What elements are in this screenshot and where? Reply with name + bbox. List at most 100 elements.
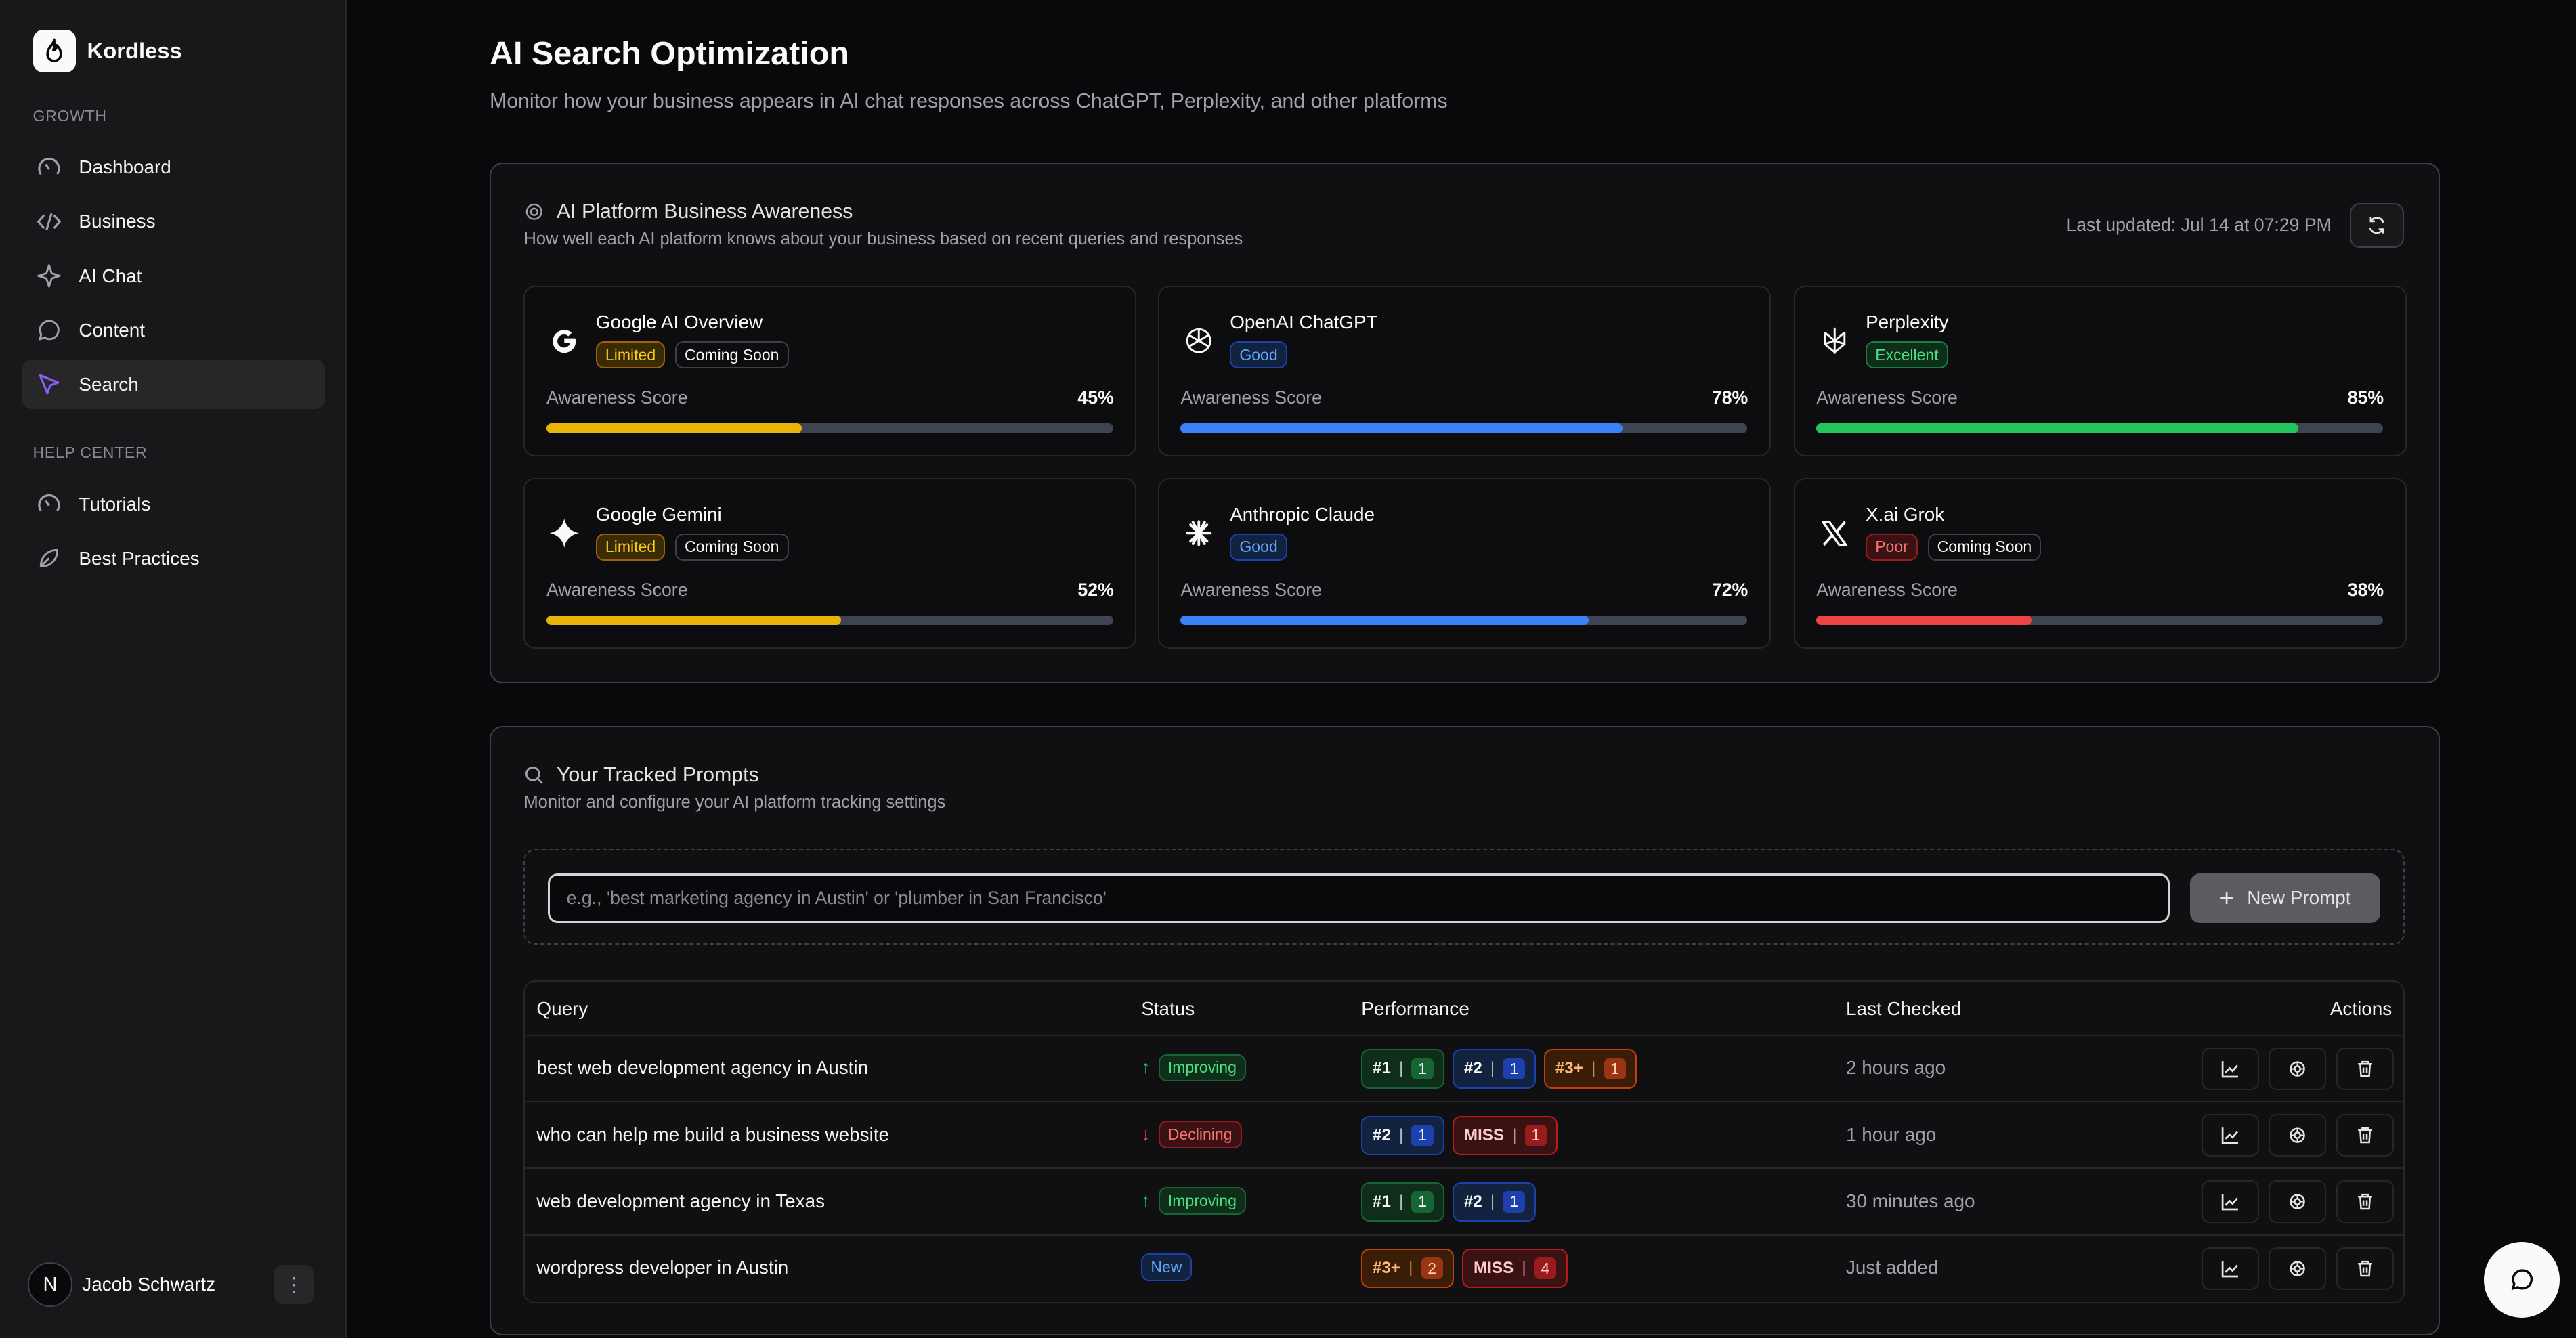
gemini-sparkle-icon [546, 515, 582, 551]
perplexity-icon [1816, 323, 1852, 359]
settings-button[interactable] [2269, 1247, 2327, 1290]
chat-bubble-icon [35, 316, 64, 345]
settings-button[interactable] [2269, 1114, 2327, 1157]
score-bar [1816, 615, 2384, 626]
separator: | [1512, 1125, 1517, 1144]
awareness-panel: AI Platform Business Awareness How well … [489, 163, 2440, 684]
sidebar-item-content[interactable]: Content [22, 305, 326, 355]
brand[interactable]: Kordless [33, 29, 182, 72]
rank-count: 1 [1524, 1124, 1547, 1146]
trash-button[interactable] [2336, 1247, 2394, 1290]
prompts-subtitle: Monitor and configure your AI platform t… [523, 793, 946, 813]
more-vertical-icon[interactable]: ⋮ [274, 1265, 314, 1305]
chart-icon [2220, 1059, 2240, 1079]
openai-icon [523, 201, 545, 223]
status-cell: ↓ Declining [1141, 1120, 1242, 1148]
flame-logo-icon [33, 29, 76, 72]
rating-badge: Poor [1866, 533, 1918, 561]
platform-card: Google Gemini Limited Coming Soon Awaren… [523, 477, 1137, 649]
rank-count: 1 [1411, 1058, 1434, 1080]
query-text: who can help me build a business website [536, 1123, 890, 1145]
prompt-input[interactable] [548, 873, 2170, 923]
chart-button[interactable] [2201, 1247, 2259, 1290]
rank-count: 1 [1503, 1191, 1525, 1213]
query-text: web development agency in Texas [536, 1190, 825, 1211]
score-bar [1180, 615, 1748, 626]
score-label: Awareness Score [1816, 579, 1958, 600]
table-header: Query Status Performance Last Checked Ac… [525, 982, 2404, 1036]
sidebar-item-best-practices[interactable]: Best Practices [22, 534, 326, 583]
actions-cell [2201, 1047, 2394, 1090]
actions-cell [2201, 1114, 2394, 1157]
platform-name: Perplexity [1866, 311, 1949, 333]
user-profile[interactable]: N Jacob Schwartz ⋮ [28, 1261, 320, 1308]
chart-icon [2220, 1125, 2240, 1145]
table-row[interactable]: wordpress developer in Austin New #3+ | 2 MIS… [525, 1236, 2403, 1302]
chart-button[interactable] [2201, 1180, 2259, 1224]
score-label: Awareness Score [1180, 579, 1322, 600]
table-row[interactable]: who can help me build a business website… [525, 1102, 2404, 1169]
platform-card: Anthropic Claude Good Awareness Score 72… [1157, 477, 1771, 649]
column-header: Performance [1361, 998, 1469, 1020]
sidebar-item-business[interactable]: Business [22, 197, 326, 246]
refresh-button[interactable] [2349, 203, 2404, 248]
sidebar-item-dashboard[interactable]: Dashboard [22, 143, 326, 192]
rank-label: #3+ [1372, 1259, 1400, 1278]
status-badge: Declining [1158, 1120, 1242, 1148]
platform-name: X.ai Grok [1866, 503, 1945, 525]
coming-soon-badge: Coming Soon [674, 341, 789, 369]
x-logo-icon [1816, 515, 1852, 551]
prompts-table: Query Status Performance Last Checked Ac… [523, 980, 2405, 1303]
table-body: best web development agency in Austin ↑ Im… [525, 1036, 2404, 1302]
rank-pill: #3+ | 1 [1544, 1049, 1637, 1089]
claude-asterisk-icon [1180, 515, 1216, 551]
status-badge: New [1141, 1253, 1192, 1282]
score-bar [1816, 423, 2384, 433]
sidebar-item-tutorials[interactable]: Tutorials [22, 479, 326, 529]
arrow-down-icon: ↓ [1141, 1123, 1151, 1144]
leaf-icon [35, 544, 64, 574]
sidebar-item-label: Tutorials [79, 493, 151, 515]
performance-cell: #1 | 1 #2 | 1 #3+ | 1 [1361, 1049, 1637, 1089]
score-bar-fill [1816, 423, 2298, 433]
platform-card: X.ai Grok Poor Coming Soon Awareness Sco… [1793, 477, 2407, 649]
new-prompt-button[interactable]: + New Prompt [2189, 873, 2381, 923]
prompts-title: Your Tracked Prompts [523, 764, 759, 787]
rating-badge: Excellent [1866, 341, 1948, 369]
chat-button[interactable] [2484, 1242, 2560, 1318]
code-icon [35, 207, 64, 237]
performance-cell: #1 | 1 #2 | 1 [1361, 1182, 1537, 1222]
rank-label: #1 [1372, 1059, 1391, 1078]
trash-button[interactable] [2336, 1047, 2394, 1090]
platform-name: Anthropic Claude [1230, 503, 1375, 525]
tracked-prompts-panel: Your Tracked Prompts Monitor and configu… [489, 726, 2440, 1336]
rating-badge: Limited [595, 533, 666, 561]
settings-icon [2288, 1259, 2307, 1278]
settings-button[interactable] [2269, 1180, 2327, 1224]
chart-icon [2220, 1192, 2240, 1211]
platform-card: Perplexity Excellent Awareness Score 85% [1793, 285, 2407, 456]
rank-pill: #2 | 1 [1361, 1115, 1445, 1155]
separator: | [1398, 1192, 1404, 1211]
platform-name: Google AI Overview [595, 311, 763, 333]
settings-button[interactable] [2269, 1047, 2327, 1090]
score-value: 85% [2347, 387, 2384, 408]
sidebar-item-ai-chat[interactable]: AI Chat [22, 251, 326, 301]
sidebar-item-search[interactable]: Search [21, 360, 326, 410]
rating-badge: Good [1230, 341, 1287, 369]
trash-button[interactable] [2336, 1180, 2394, 1224]
table-row[interactable]: web development agency in Texas ↑ Improvin… [525, 1169, 2404, 1236]
trash-button[interactable] [2336, 1114, 2394, 1157]
search-icon [523, 764, 545, 786]
rank-pill: #2 | 1 [1453, 1182, 1537, 1222]
plus-icon: + [2219, 883, 2234, 911]
last-checked: Just added [1845, 1257, 1939, 1278]
performance-cell: #2 | 1 MISS | 1 [1361, 1115, 1558, 1155]
table-row[interactable]: best web development agency in Austin ↑ Im… [525, 1036, 2404, 1103]
sidebar-item-label: Business [79, 211, 156, 232]
avatar: N [28, 1262, 72, 1307]
rank-label: #2 [1463, 1059, 1482, 1078]
chart-button[interactable] [2201, 1114, 2259, 1157]
chart-button[interactable] [2201, 1047, 2259, 1090]
last-updated: Last updated: Jul 14 at 07:29 PM [2066, 215, 2332, 236]
